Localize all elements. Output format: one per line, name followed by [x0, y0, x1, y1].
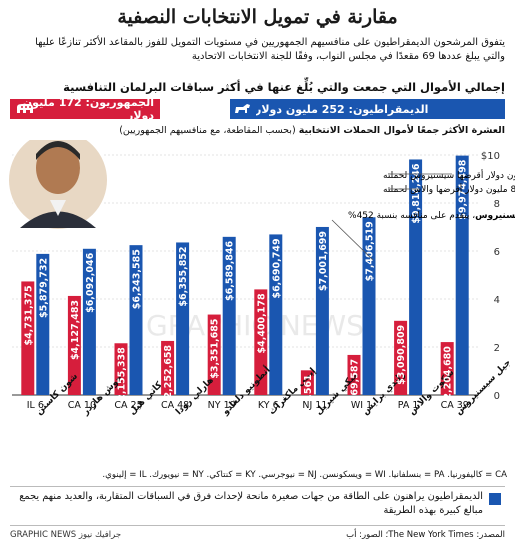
republican-bar	[347, 354, 361, 395]
elephant-icon	[12, 99, 38, 119]
callout-name: جيل سيسنيروس	[475, 211, 515, 221]
y-tick-label: 6	[494, 247, 500, 258]
republican-bar	[114, 343, 128, 395]
republican-total-label: الجمهوريون: 172 مليون دولار	[22, 96, 154, 122]
republican-bar	[207, 314, 221, 395]
democrat-bar	[455, 155, 469, 395]
republican-value-label: $3,351,685	[210, 319, 221, 379]
callout-arrow	[331, 219, 374, 261]
republican-value-label: $1,669,587	[350, 359, 361, 419]
republican-value-label: $2,252,658	[163, 345, 174, 405]
chart-subtitle: يتفوق المرشحون الديمقراطيون على منافسيهم…	[35, 37, 505, 62]
district-label: NJ 11	[302, 400, 327, 411]
district-label: CA 25	[114, 400, 142, 411]
democrat-bar	[409, 159, 423, 395]
democrat-bar	[315, 226, 329, 395]
footer-text: الديمقراطيون يراهنون على الطاقة من جهات …	[19, 491, 483, 516]
y-tick-label: $10	[481, 151, 500, 162]
chart-title: مقارنة في تمويل الانتخابات النصفية	[117, 6, 398, 28]
republican-value-label: $2,155,338	[117, 347, 128, 407]
democrat-value-label: $6,355,852	[178, 246, 189, 306]
district-label: KY 6	[258, 400, 279, 411]
district-label: PA 1	[398, 400, 419, 411]
chart-subheading-rest: (بحسب المقاطعة، مع منافسيهم الجمهوريين)	[119, 125, 299, 136]
chart-subheading: العشرة الأكثر جمعًا لأموال الحملات الانت…	[85, 125, 505, 136]
candidate-photo	[7, 140, 109, 231]
republican-bar	[300, 370, 314, 395]
democrat-bar	[36, 253, 50, 395]
democrat-value-label: $6,589,846	[225, 240, 236, 300]
district-label: IL 6	[27, 400, 44, 411]
republican-bar	[161, 340, 175, 395]
democrat-bar	[82, 248, 96, 395]
republican-bar	[67, 295, 81, 395]
democrat-bar	[129, 245, 143, 395]
republican-value-label: $1,028,561	[303, 374, 314, 434]
democrat-value-label: $7,001,699	[318, 231, 329, 291]
republican-bar	[440, 342, 454, 395]
democrat-value-label: $5,879,732	[38, 258, 49, 318]
callout-text: جيل سيسنيروس، يتقدم على منافسه بنسبة 452…	[348, 211, 515, 221]
district-label: CA 48	[161, 400, 189, 411]
y-tick-label: 8	[494, 199, 500, 210]
democrat-value-label: $6,092,046	[85, 252, 96, 312]
democrat-value-label: $9,974,498	[458, 159, 469, 219]
republican-bar	[254, 289, 268, 395]
republican-bar	[394, 320, 408, 395]
district-label: CA 10	[68, 400, 96, 411]
section-heading: إجمالي الأموال التي جمعت والتي بُلِّغ عن…	[63, 80, 505, 94]
republican-value-label: $4,731,375	[23, 285, 34, 345]
democrat-bar	[362, 217, 376, 395]
district-label: CA 39	[441, 400, 469, 411]
democrat-total-label: الديمقراطيون: 252 مليون دولار	[255, 102, 429, 116]
republican-value-label: $4,400,178	[256, 293, 267, 353]
republican-total-banner: الجمهوريون: 172 مليون دولار	[10, 96, 160, 122]
democrat-bar	[222, 236, 236, 395]
y-tick-label: 4	[494, 295, 500, 306]
state-abbreviations-note: CA = كاليفورنيا. PA = بنسلفانيا. WI = وي…	[102, 470, 507, 480]
democrat-value-label: $7,406,519	[365, 221, 376, 281]
district-label: NY 19	[208, 400, 236, 411]
democrat-value-label: $9,814,246	[411, 163, 422, 223]
source-line: المصدر: The New York Times؛ الصور: أب	[346, 530, 505, 540]
credit-line: GRAPHIC NEWS جرافيك نيوز	[10, 530, 122, 540]
republican-bar	[21, 281, 35, 395]
democrat-bar	[269, 234, 283, 395]
democrat-total-banner: الديمقراطيون: 252 مليون دولار	[255, 99, 505, 119]
footer-marker	[489, 493, 501, 505]
chart-subheading-bold: العشرة الأكثر جمعًا لأموال الحملات الانت…	[298, 125, 505, 136]
democrat-value-label: $6,690,749	[271, 238, 282, 298]
footer-box: الديمقراطيون يراهنون على الطاقة من جهات …	[10, 486, 505, 526]
note-wallace: يتضمن 8.8 مليون دولار أقرضها والاس لحملت…	[383, 183, 515, 195]
donkey-icon	[230, 99, 256, 119]
callout-detail: ، يتقدم على منافسه بنسبة 452%	[348, 211, 475, 221]
republican-value-label: $2,204,680	[443, 346, 454, 406]
republican-value-label: $3,090,809	[396, 325, 407, 385]
republican-value-label: $4,127,483	[70, 300, 81, 360]
y-tick-label: 0	[494, 391, 500, 402]
district-label: WI 1	[351, 400, 372, 411]
democrat-bar	[176, 242, 190, 395]
democrat-value-label: $6,243,585	[132, 249, 143, 309]
note-cisneros: يتضمن 8 مليون دولار أقرضها سيسنيروس لحمل…	[383, 169, 515, 181]
y-tick-label: 2	[494, 343, 500, 354]
